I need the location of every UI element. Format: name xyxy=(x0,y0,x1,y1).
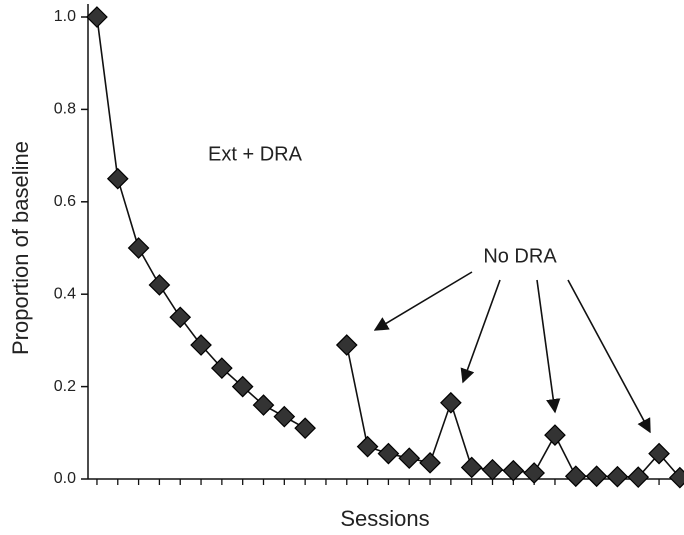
y-tick-label: 1.0 xyxy=(54,8,76,25)
data-point xyxy=(294,417,316,440)
data-point xyxy=(627,466,650,489)
data-point xyxy=(419,451,441,474)
data-point xyxy=(669,466,684,489)
arrow xyxy=(567,279,651,434)
data-point xyxy=(169,306,192,329)
data-point xyxy=(356,435,379,458)
data-point xyxy=(231,375,254,398)
y-tick-label: 0.0 xyxy=(54,470,76,487)
arrow xyxy=(373,271,473,331)
data-point xyxy=(335,334,358,356)
annotation: Ext + DRA xyxy=(208,143,303,165)
y-tick-label: 0.6 xyxy=(54,193,76,210)
arrows xyxy=(373,271,651,434)
data-point xyxy=(252,394,275,416)
data-point xyxy=(148,274,171,296)
data-point xyxy=(377,442,400,465)
data-point xyxy=(398,447,421,470)
data-point xyxy=(502,459,525,482)
data-point xyxy=(273,405,296,428)
arrow xyxy=(536,279,561,414)
data-point xyxy=(127,237,150,259)
data-point xyxy=(481,458,504,481)
data-point xyxy=(440,391,462,414)
data-point xyxy=(585,465,608,488)
data-point xyxy=(606,465,629,488)
data-point xyxy=(648,442,670,465)
y-tick-label: 0.8 xyxy=(54,101,76,118)
annotation: No DRA xyxy=(483,245,557,267)
data-point xyxy=(523,462,545,484)
y-tick-label: 0.2 xyxy=(54,378,76,395)
data-point xyxy=(86,6,108,28)
data-point xyxy=(190,334,212,356)
data-point xyxy=(544,424,566,446)
y-tick-label: 0.4 xyxy=(54,285,76,302)
data-point xyxy=(106,167,129,190)
data-point xyxy=(460,456,483,479)
series-line xyxy=(96,16,681,479)
y-axis-label: Proportion of baseline xyxy=(8,141,33,355)
x-axis-label: Sessions xyxy=(340,506,429,531)
data-point xyxy=(564,465,587,488)
data-point xyxy=(211,357,233,379)
arrow xyxy=(460,279,501,384)
